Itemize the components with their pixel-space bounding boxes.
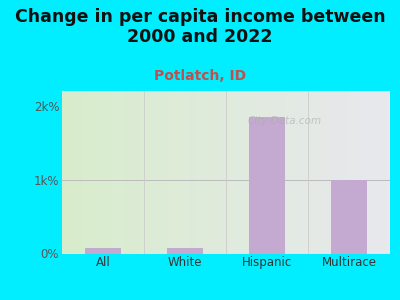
Bar [166,248,204,253]
Bar [84,248,122,254]
Bar [248,117,286,254]
Text: Potlatch, ID: Potlatch, ID [154,69,246,83]
Bar [330,180,368,254]
Text: City-Data.com: City-Data.com [248,116,322,126]
Text: Change in per capita income between
2000 and 2022: Change in per capita income between 2000… [15,8,385,46]
